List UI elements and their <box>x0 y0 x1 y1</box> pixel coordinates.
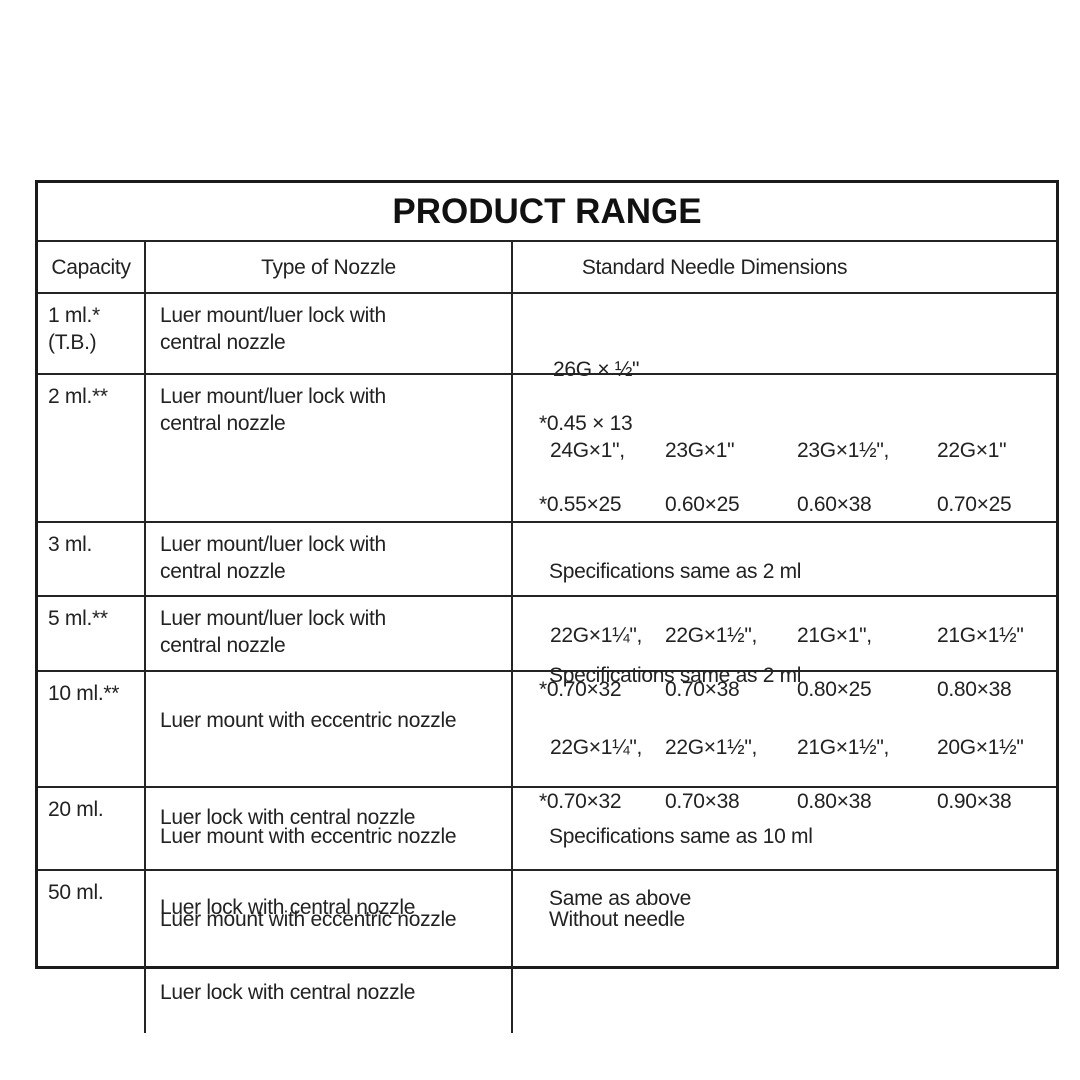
capacity-cell: 5 ml.** <box>48 607 108 630</box>
nozzle-type-2: Luer lock with central nozzle <box>160 981 416 1004</box>
gauge-value: 24G×1", <box>550 439 625 462</box>
gauge-value: 23G×1½", <box>797 439 890 462</box>
nozzle-cell: Luer mount/luer lock with central nozzle <box>144 597 511 716</box>
header-type-of-nozzle: Type of Nozzle <box>144 242 511 292</box>
metric-value: 0.70×38 <box>665 790 740 813</box>
table-row-20ml: 20 ml. Luer mount with eccentric nozzle … <box>38 786 1056 948</box>
capacity-cell: 10 ml.** <box>48 682 120 705</box>
table-row-1ml: 1 ml.* (T.B.) Luer mount/luer lock with … <box>38 292 1056 491</box>
table-title: PRODUCT RANGE <box>392 191 702 231</box>
metric-value: 0.80×38 <box>937 678 1012 701</box>
table-row-50ml: 50 ml. Luer mount with eccentric nozzle … <box>38 869 1056 1033</box>
nozzle-cell: Luer mount with eccentric nozzle Luer lo… <box>144 788 511 948</box>
gauge-value: 22G×1½", <box>665 736 758 759</box>
nozzle-cell: Luer mount/luer lock with central nozzle <box>144 294 511 491</box>
gauge-line: 26G × ½" <box>553 358 640 381</box>
dimensions-cell: Specifications same as 2 ml <box>511 523 1056 612</box>
needle-spec-block: 22G×1¼", *0.70×32 22G×1½", 0.70×38 21G×1… <box>539 707 1056 842</box>
capacity-cell: 1 ml.* (T.B.) <box>48 304 100 354</box>
table-row-10ml: 10 ml.** Luer mount with eccentric nozzl… <box>38 670 1056 939</box>
gauge-value: 21G×1", <box>797 624 872 647</box>
dimensions-cell: 26G × ½" *0.45 × 13 <box>511 294 1056 491</box>
metric-value: *0.70×32 <box>539 678 622 701</box>
dimensions-cell: Without needle <box>511 871 1056 1033</box>
product-range-table: PRODUCT RANGE Capacity Type of Nozzle St… <box>35 180 1059 1033</box>
header-capacity: Capacity <box>51 255 131 279</box>
dimensions-cell: Specifications same as 10 ml <box>511 788 1056 948</box>
metric-line: *0.45 × 13 <box>539 412 633 435</box>
metric-value: *0.55×25 <box>539 493 622 516</box>
dims-note: Specifications same as 2 ml <box>549 664 802 687</box>
nozzle-type-1: Luer mount with eccentric nozzle <box>160 709 457 732</box>
capacity-cell: 2 ml.** <box>48 385 108 408</box>
gauge-value: 20G×1½" <box>937 736 1024 759</box>
gauge-value: 22G×1¼", <box>550 624 643 647</box>
metric-value: 0.90×38 <box>937 790 1012 813</box>
capacity-cell: 3 ml. <box>48 533 93 556</box>
gauge-value: 21G×1½" <box>937 624 1024 647</box>
needle-spec-block: 24G×1", *0.55×25 23G×1" 0.60×25 23G×1½",… <box>539 410 1056 545</box>
dims-note: Without needle <box>549 908 685 931</box>
nozzle-cell: Luer mount/luer lock with central nozzle <box>144 523 511 612</box>
metric-value: 0.70×25 <box>937 493 1012 516</box>
capacity-cell: 50 ml. <box>48 881 104 904</box>
dims-note: Specifications same as 2 ml <box>549 560 802 583</box>
gauge-value: 22G×1" <box>937 439 1007 462</box>
dimensions-cell: Specifications same as 2 ml <box>511 597 1056 716</box>
metric-value: 0.60×38 <box>797 493 872 516</box>
nozzle-type-1: Luer mount with eccentric nozzle <box>160 825 457 848</box>
metric-value: 0.70×38 <box>665 678 740 701</box>
table-header-row: Capacity Type of Nozzle Standard Needle … <box>38 240 1056 292</box>
header-needle-dimensions: Standard Needle Dimensions <box>511 242 1056 292</box>
nozzle-type-2: Luer lock with central nozzle <box>160 806 416 829</box>
dimensions-cell: 24G×1", *0.55×25 23G×1" 0.60×25 23G×1½",… <box>511 375 1056 757</box>
dims-note: Specifications same as 10 ml <box>549 825 813 848</box>
gauge-value: 22G×1¼", <box>550 736 643 759</box>
table-row-5ml: 5 ml.** Luer mount/luer lock with centra… <box>38 595 1056 716</box>
gauge-value: 23G×1" <box>665 439 735 462</box>
table-row-3ml: 3 ml. Luer mount/luer lock with central … <box>38 521 1056 612</box>
metric-value: *0.70×32 <box>539 790 622 813</box>
table-row-2ml: 2 ml.** Luer mount/luer lock with centra… <box>38 373 1056 757</box>
nozzle-cell: Luer mount with eccentric nozzle Luer lo… <box>144 871 511 1033</box>
metric-value: 0.80×38 <box>797 790 872 813</box>
needle-spec-block: 22G×1¼", *0.70×32 22G×1½", 0.70×38 21G×1… <box>539 595 1056 730</box>
nozzle-type-1: Luer mount with eccentric nozzle <box>160 908 457 931</box>
capacity-cell: 20 ml. <box>48 798 104 821</box>
dims-note: Same as above <box>549 887 692 910</box>
metric-value: 0.80×25 <box>797 678 872 701</box>
nozzle-type-2: Luer lock with central nozzle <box>160 896 416 919</box>
gauge-value: 21G×1½", <box>797 736 890 759</box>
metric-value: 0.60×25 <box>665 493 740 516</box>
gauge-value: 22G×1½", <box>665 624 758 647</box>
